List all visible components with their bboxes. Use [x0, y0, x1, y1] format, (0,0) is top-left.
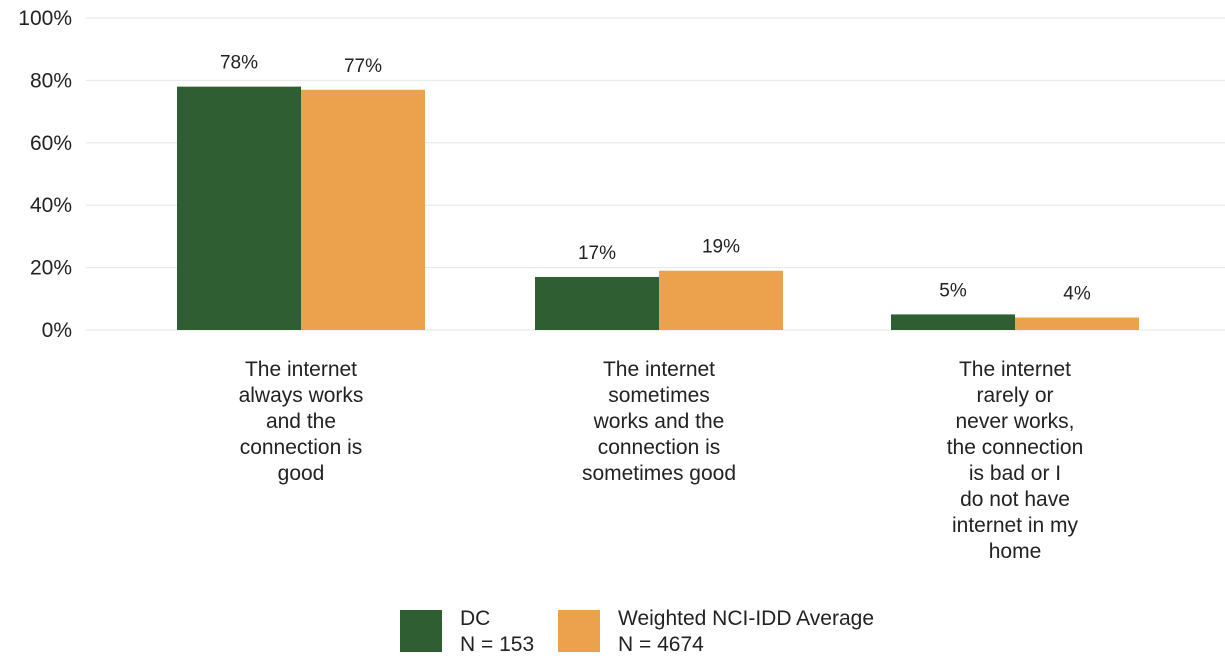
x-category-label: The internet rarely or never works, the con…: [947, 358, 1084, 563]
x-category-label-line: sometimes: [608, 384, 710, 407]
x-category-label-line: The internet: [959, 358, 1071, 381]
x-category-label-line: always works: [239, 384, 364, 407]
bar: [659, 270, 783, 330]
legend-label-line: DC: [460, 607, 490, 630]
x-category-label-line: and the: [266, 410, 336, 433]
legend-label: Weighted NCI-IDD Average N = 4674: [618, 607, 874, 656]
y-tick-label: 20%: [30, 257, 72, 280]
x-category-label-line: good: [278, 462, 325, 485]
y-tick-label: 0%: [42, 319, 72, 342]
data-label: 5%: [939, 280, 967, 301]
x-category-label-line: connection is: [598, 436, 721, 459]
bar: [1015, 317, 1139, 330]
legend-swatch: [558, 610, 600, 652]
x-category-label: The internet always works and the connectio…: [239, 358, 364, 485]
bar: [301, 89, 425, 330]
y-tick-label: 60%: [30, 132, 72, 155]
y-tick-label: 100%: [18, 7, 72, 30]
y-tick-label: 40%: [30, 194, 72, 217]
data-label: 77%: [344, 56, 382, 77]
x-category-label-line: sometimes good: [582, 462, 736, 485]
bar: [891, 314, 1015, 330]
data-label: 78%: [220, 53, 258, 74]
x-category-label-line: connection is: [240, 436, 363, 459]
x-category-label-line: The internet: [245, 358, 357, 381]
data-label: 4%: [1063, 284, 1091, 305]
x-category-label-line: the connection: [947, 436, 1084, 459]
x-category-label-line: is bad or I: [969, 462, 1061, 485]
x-category-label-line: The internet: [603, 358, 715, 381]
x-category-label-line: works and the: [593, 410, 725, 433]
x-category-label-line: never works,: [955, 410, 1074, 433]
x-category-label-line: internet in my: [952, 514, 1079, 537]
legend-label: DC N = 153: [460, 607, 534, 656]
y-tick-label: 80%: [30, 69, 72, 92]
legend-label-line: N = 153: [460, 633, 534, 656]
bar: [177, 86, 301, 330]
bar: [535, 276, 659, 330]
data-label: 19%: [702, 237, 740, 258]
legend-label-line: N = 4674: [618, 633, 704, 656]
x-category-label: The internet sometimes works and the connec…: [582, 358, 736, 485]
x-category-label-line: home: [989, 540, 1042, 563]
legend-label-line: Weighted NCI-IDD Average: [618, 607, 874, 630]
legend-swatch: [400, 610, 442, 652]
x-category-label-line: rarely or: [976, 384, 1053, 407]
x-category-label-line: do not have: [960, 488, 1070, 511]
data-label: 17%: [578, 243, 616, 264]
